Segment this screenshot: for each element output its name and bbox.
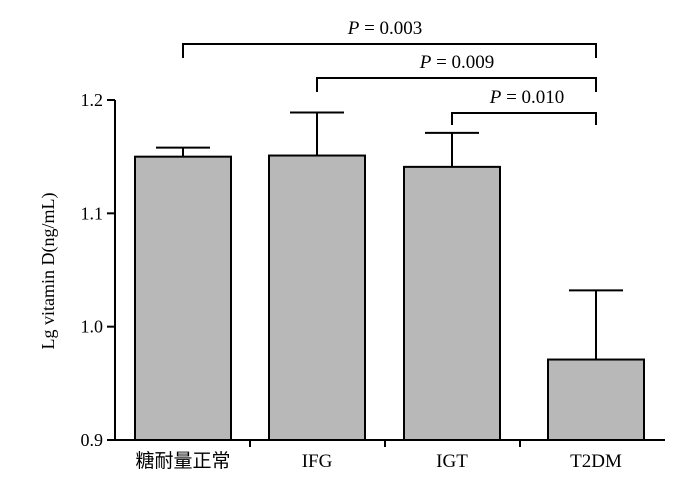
x-category-label: IFG [302,451,333,472]
y-tick-label: 1.2 [81,90,104,110]
significance-brackets: P = 0.003 P = 0.009 P = 0.010 [182,18,597,125]
x-category-label: 糖耐量正常 [135,450,230,472]
y-tick-label: 0.9 [81,430,104,450]
p-value-bracket [182,43,597,58]
bar [547,358,645,441]
p-value-label: P = 0.010 [489,87,565,108]
x-category-label: IGT [436,451,468,472]
bar [134,155,232,442]
bar [403,165,501,441]
p-value-label: P = 0.009 [419,52,495,73]
y-tick-label: 1.1 [81,203,104,223]
y-axis-label: Lg vitamin D(ng/mL) [38,193,59,350]
p-value-label: P = 0.003 [347,18,423,39]
labels: 糖耐量正常 IFG IGT T2DM [135,450,621,472]
p-value-bracket [316,77,597,92]
p-value-bracket [451,112,597,125]
y-tick-label: 1.0 [81,317,104,337]
x-category-label: T2DM [570,451,622,472]
bars [134,111,645,442]
bar [268,154,366,442]
